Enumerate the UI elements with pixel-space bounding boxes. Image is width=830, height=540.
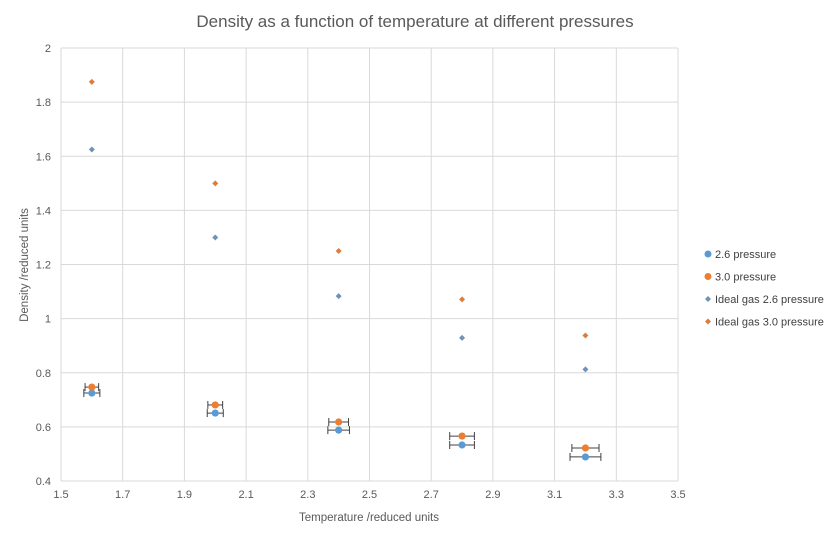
data-point <box>581 453 590 461</box>
data-point <box>335 293 342 300</box>
data-marks <box>83 78 602 461</box>
series-2-6-pressure <box>83 389 602 461</box>
x-tick-label: 3.3 <box>609 489 624 501</box>
y-tick-label: 1.2 <box>36 260 51 272</box>
data-point <box>458 441 466 449</box>
legend-label: 2.6 pressure <box>715 249 776 261</box>
legend-label: Ideal gas 3.0 pressure <box>715 317 824 329</box>
data-point <box>211 409 219 417</box>
legend-item: Ideal gas 2.6 pressure <box>705 294 824 306</box>
data-point <box>335 418 343 426</box>
legend: 2.6 pressure 3.0 pressure Ideal gas 2.6 pr… <box>704 249 824 329</box>
data-point <box>88 389 96 397</box>
x-tick-label: 2.1 <box>238 489 253 501</box>
legend-circle-icon <box>704 250 712 258</box>
gridlines <box>60 47 679 482</box>
y-tick-label: 1.4 <box>36 205 51 217</box>
y-tick-label: 1 <box>45 314 51 326</box>
y-tick-label: 0.8 <box>36 368 51 380</box>
y-axis-label: Density /reduced units <box>19 208 31 322</box>
x-tick-label: 1.7 <box>115 489 130 501</box>
series-ideal-gas-3-0-pressure <box>88 78 589 339</box>
data-point <box>88 146 95 153</box>
data-point <box>581 444 590 452</box>
x-tick-labels: 1.5 1.7 1.9 2.1 2.3 2.5 2.7 2.9 3.1 3.3 3.5 <box>53 489 685 501</box>
y-tick-label: 1.8 <box>36 97 51 109</box>
x-tick-label: 1.5 <box>53 489 68 501</box>
data-point <box>88 78 95 85</box>
legend-label: 3.0 pressure <box>715 272 776 284</box>
x-tick-label: 2.7 <box>424 489 439 501</box>
x-axis-label: Temperature /reduced units <box>299 512 439 524</box>
data-point <box>212 234 219 241</box>
data-point <box>459 334 466 341</box>
legend-item: 3.0 pressure <box>704 272 776 284</box>
data-point <box>582 366 589 373</box>
y-tick-labels: 0.4 0.6 0.8 1 1.2 1.4 1.6 1.8 2 <box>36 43 51 488</box>
data-point <box>582 332 589 339</box>
data-point <box>335 247 342 254</box>
legend-item: 2.6 pressure <box>704 249 776 261</box>
x-tick-label: 2.9 <box>485 489 500 501</box>
legend-circle-icon <box>704 273 712 280</box>
legend-diamond-icon <box>705 296 711 302</box>
x-tick-label: 3.5 <box>670 489 685 501</box>
x-tick-label: 2.3 <box>300 489 315 501</box>
chart-title: Density as a function of temperature at … <box>196 12 633 31</box>
legend-diamond-icon <box>705 318 711 325</box>
y-tick-label: 1.6 <box>36 151 51 163</box>
y-tick-label: 2 <box>45 43 51 55</box>
y-tick-label: 0.6 <box>36 422 51 434</box>
data-point <box>458 432 466 440</box>
legend-label: Ideal gas 2.6 pressure <box>715 294 824 306</box>
data-point <box>212 180 219 187</box>
y-tick-label: 0.4 <box>36 476 51 488</box>
x-tick-label: 2.5 <box>362 489 377 501</box>
series-3-0-pressure <box>84 383 600 452</box>
data-point <box>459 296 466 303</box>
x-tick-label: 3.1 <box>547 489 562 501</box>
series-ideal-gas-2-6-pressure <box>88 146 589 373</box>
legend-item: Ideal gas 3.0 pressure <box>705 317 824 329</box>
data-point <box>335 426 343 434</box>
x-tick-label: 1.9 <box>177 489 192 501</box>
data-point <box>88 383 96 391</box>
data-point <box>211 401 219 409</box>
